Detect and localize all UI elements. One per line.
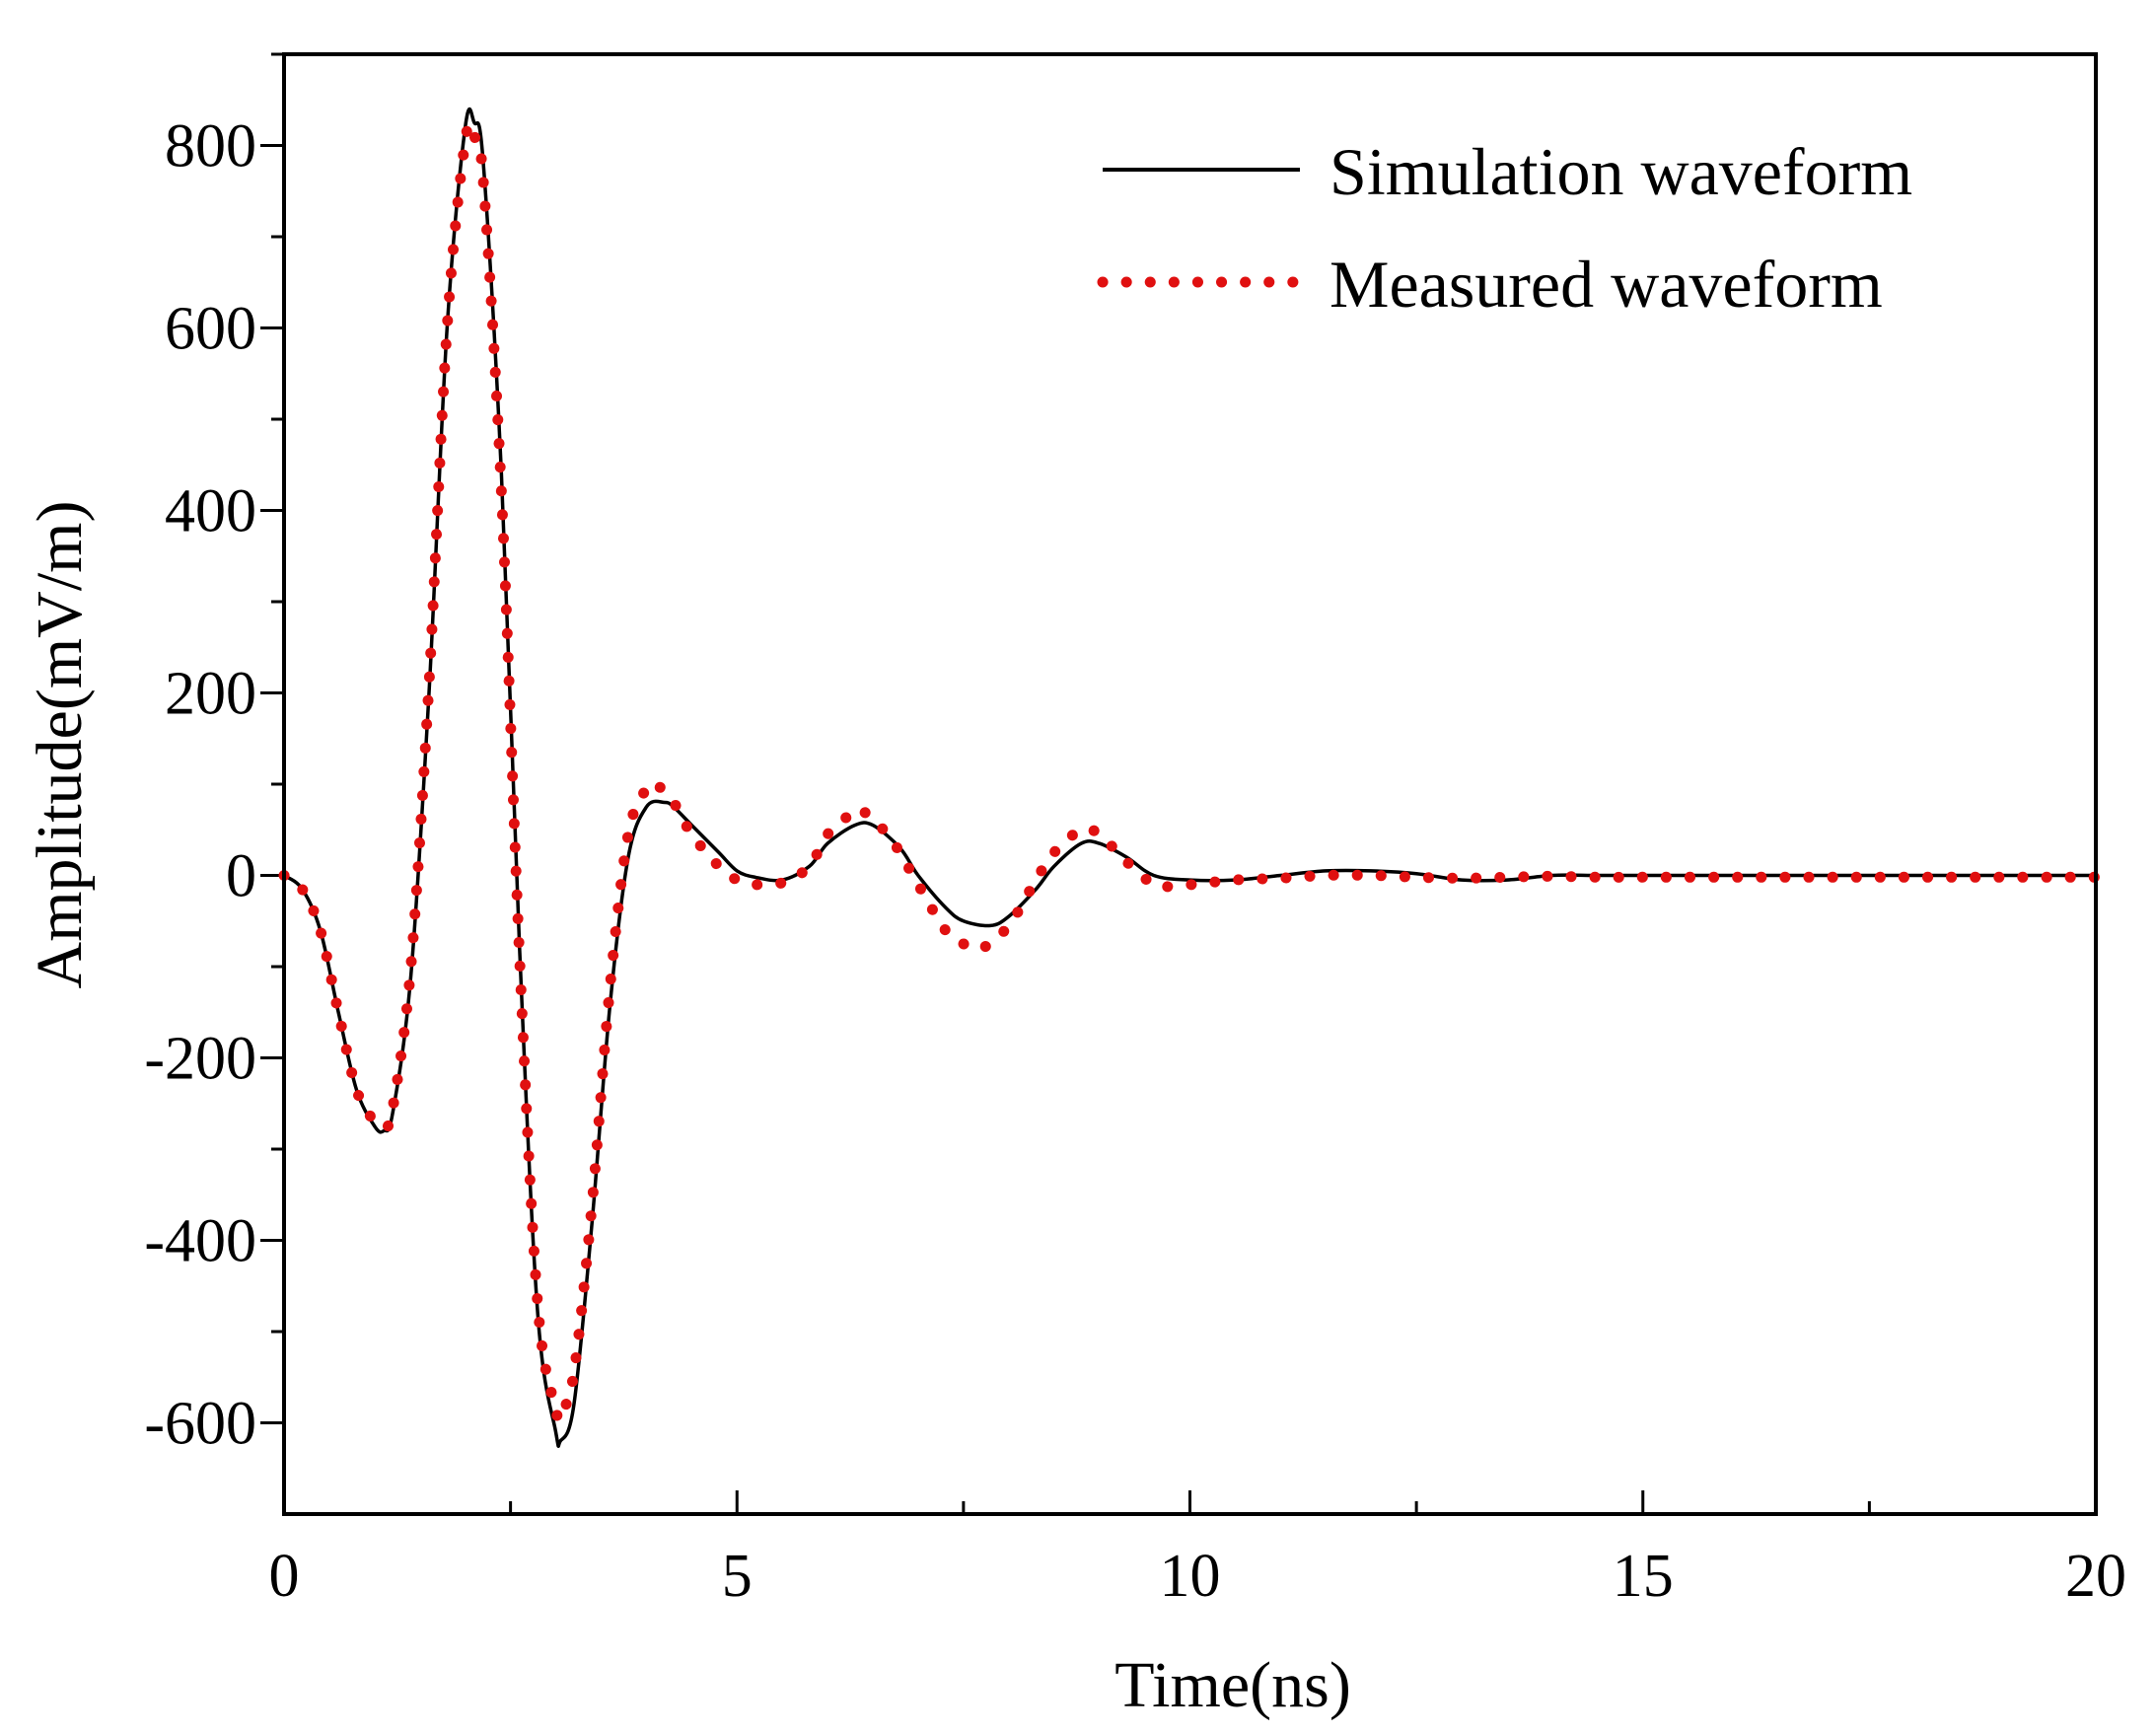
- x-axis-title: Time(ns): [1114, 1649, 1351, 1721]
- y-tick-label: 200: [165, 661, 256, 728]
- legend-label-simulation: Simulation waveform: [1330, 134, 1912, 209]
- legend-label-measured: Measured waveform: [1330, 247, 1883, 322]
- y-tick-label: -600: [144, 1391, 256, 1458]
- y-tick-label: 400: [165, 478, 256, 545]
- series-line-simulation: [282, 108, 2096, 1448]
- plot-frame: [282, 52, 2098, 1516]
- x-tick-label: 20: [2065, 1543, 2126, 1610]
- y-tick-label: 0: [226, 843, 256, 910]
- x-axis: 0 5 10 15 20: [269, 1490, 2126, 1610]
- x-tick-label: 0: [269, 1543, 300, 1610]
- x-tick-label: 10: [1160, 1543, 1221, 1610]
- y-axis-title: Amplitude(mV/m): [24, 501, 96, 989]
- series-layer: [278, 108, 2102, 1448]
- y-tick-label: 600: [165, 296, 256, 363]
- legend: Simulation waveform Measured waveform: [1097, 134, 1912, 322]
- x-tick-label: 15: [1613, 1543, 1674, 1610]
- y-tick-label: -200: [144, 1026, 256, 1093]
- y-axis: -600 -400 -200 0 200 400 600 800: [144, 52, 284, 1458]
- x-tick-label: 5: [722, 1543, 753, 1610]
- y-tick-label: -400: [144, 1208, 256, 1275]
- y-tick-label: 800: [165, 113, 256, 181]
